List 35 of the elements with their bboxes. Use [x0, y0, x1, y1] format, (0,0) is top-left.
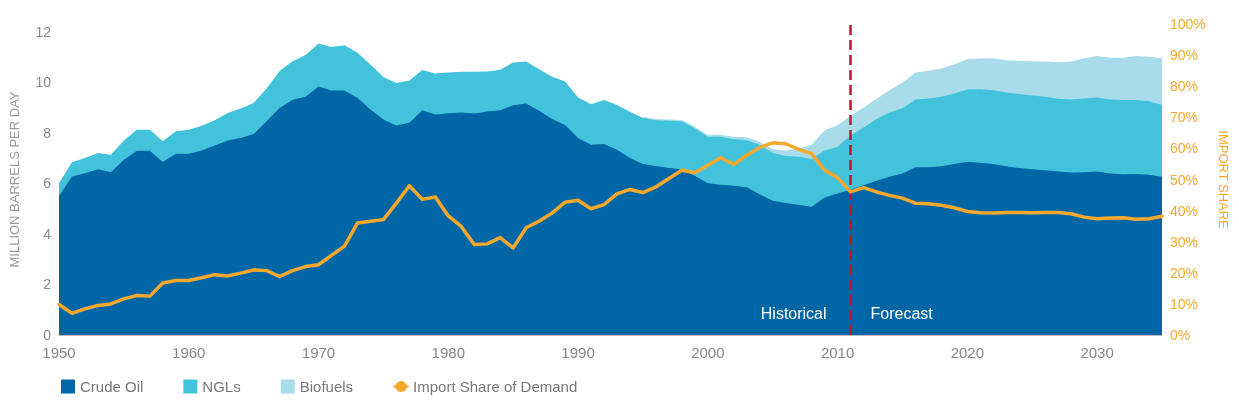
x-tick-label: 2010 — [820, 344, 855, 361]
x-tick-label: 1970 — [301, 344, 336, 361]
y-tick-label: 2 — [43, 276, 52, 293]
y-tick-label: 4 — [43, 225, 52, 242]
x-tick-label: 2000 — [691, 344, 725, 361]
y2-tick-label: 40% — [1170, 202, 1199, 219]
x-tick-label: 2020 — [950, 344, 985, 361]
y2-tick-label: 80% — [1170, 78, 1199, 95]
x-tick-label: 1960 — [172, 344, 206, 361]
y2-tick-label: 70% — [1170, 109, 1199, 126]
x-tick-label: 1990 — [561, 344, 595, 361]
y2-tick-label: 100% — [1170, 16, 1206, 32]
legend-label: Import Share of Demand — [413, 378, 578, 395]
y-tick-label: 10 — [35, 74, 52, 91]
y-tick-label: 8 — [43, 124, 52, 141]
y2-tick-label: 0% — [1170, 327, 1191, 343]
y2-axis-title: IMPORT SHARE — [1215, 130, 1231, 230]
legend-label: NGLs — [202, 378, 241, 395]
y2-tick-label: 50% — [1170, 171, 1199, 188]
x-tick-label: 2030 — [1080, 344, 1114, 361]
y2-tick-label: 90% — [1170, 47, 1199, 64]
legend-label: Crude Oil — [80, 378, 144, 395]
annotation: Historical — [760, 304, 827, 322]
y2-tick-label: 30% — [1170, 233, 1199, 250]
y2-tick-label: 20% — [1170, 264, 1199, 281]
legend-label: Biofuels — [299, 378, 354, 395]
y2-tick-label: 60% — [1170, 140, 1199, 157]
y-axis-title: MILLION BARRELS PER DAY — [7, 91, 22, 268]
y-tick-label: 0 — [43, 327, 52, 343]
y2-tick-label: 10% — [1170, 295, 1199, 312]
y-tick-label: 12 — [35, 23, 52, 40]
x-tick-label: 1980 — [431, 344, 465, 361]
annotation: Forecast — [870, 304, 934, 322]
y-tick-label: 6 — [43, 175, 52, 192]
x-tick-label: 1950 — [42, 344, 76, 361]
